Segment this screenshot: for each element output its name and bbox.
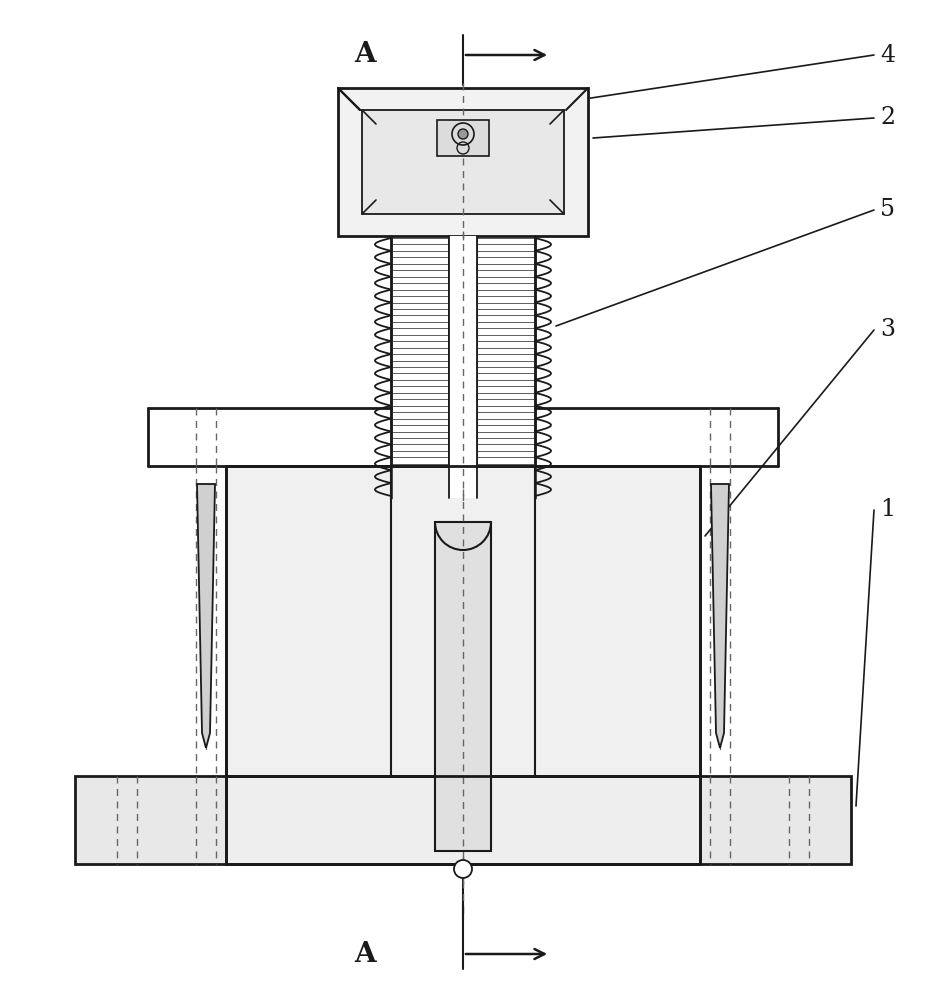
Text: A: A — [354, 940, 376, 968]
Bar — [226, 776, 700, 864]
Text: 1: 1 — [880, 498, 895, 522]
Circle shape — [458, 129, 468, 139]
Text: 5: 5 — [880, 198, 895, 222]
Bar — [435, 522, 491, 851]
Bar — [449, 236, 477, 498]
Bar — [226, 466, 700, 776]
Polygon shape — [711, 484, 729, 748]
Circle shape — [454, 860, 472, 878]
Text: 2: 2 — [880, 106, 895, 129]
Polygon shape — [197, 484, 215, 748]
Bar — [362, 110, 564, 214]
Text: A: A — [354, 41, 376, 68]
Text: 4: 4 — [880, 43, 895, 66]
Text: 3: 3 — [880, 318, 895, 342]
Bar — [437, 120, 489, 156]
Bar — [226, 466, 700, 776]
Bar — [338, 88, 588, 236]
Bar — [641, 776, 851, 864]
Bar — [75, 776, 285, 864]
